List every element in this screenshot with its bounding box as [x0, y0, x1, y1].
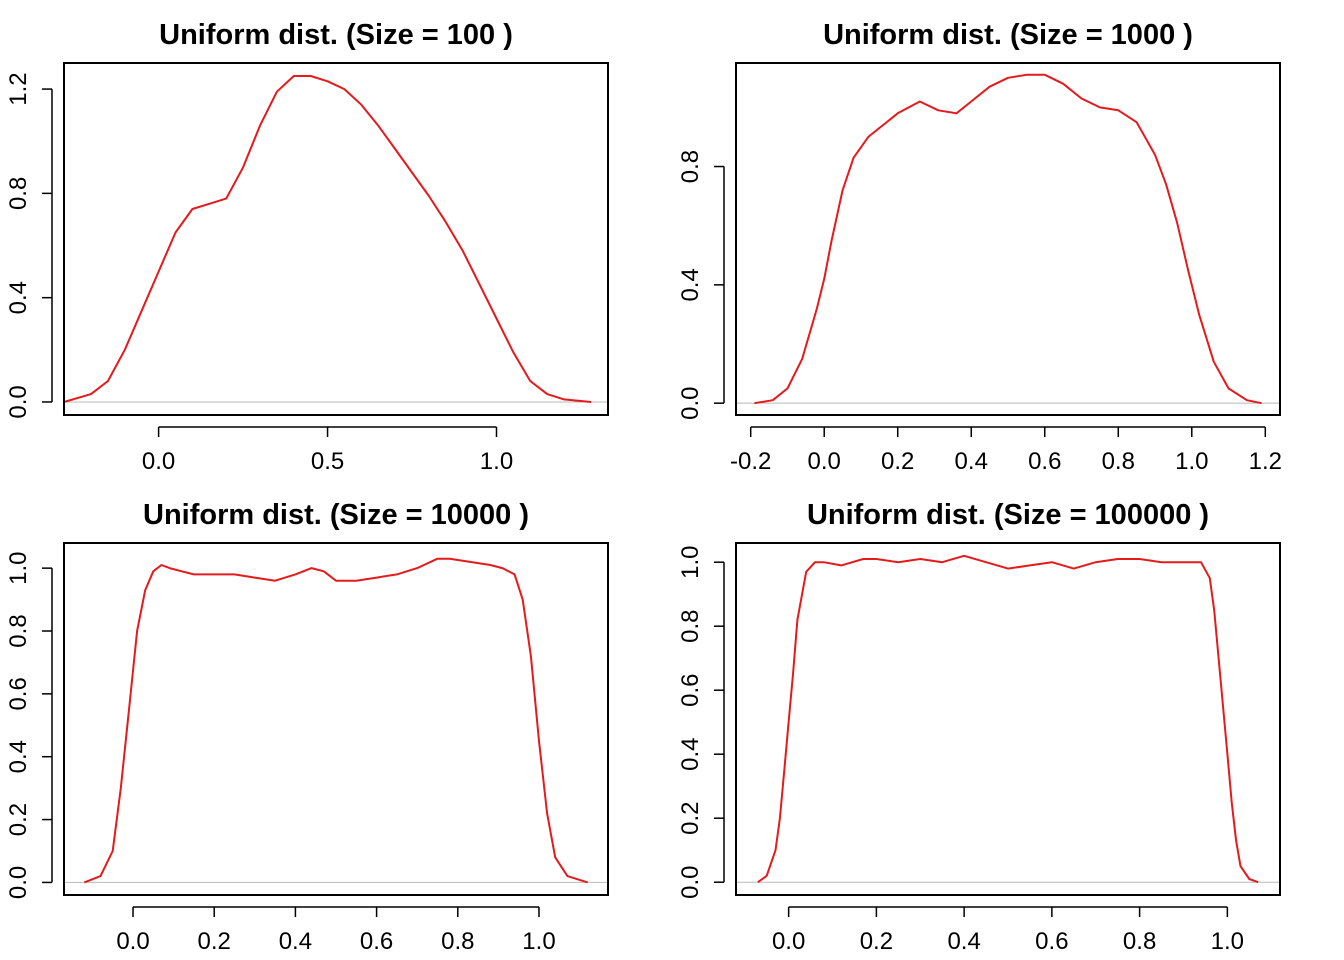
y-tick-label: 0.0 [677, 866, 704, 899]
x-tick-label: 0.6 [1028, 448, 1061, 475]
y-tick-label: 0.2 [677, 802, 704, 835]
panel-size-10000: Uniform dist. (Size = 10000 ) 0.0 0.2 0.4 0.… [5, 499, 609, 955]
plot-frame [63, 542, 609, 896]
x-tick-label: 1.0 [480, 448, 513, 475]
x-tick-label: 0.8 [1123, 928, 1156, 955]
y-tick-label: 0.6 [5, 677, 32, 710]
x-tick-label: 0.8 [1102, 448, 1135, 475]
x-tick-label: 0.2 [860, 928, 893, 955]
y-tick-label: 1.0 [5, 551, 32, 584]
y-tick-label: 0.0 [5, 385, 32, 418]
y-tick-label: 0.4 [677, 738, 704, 771]
x-tick-label: 0.0 [116, 928, 149, 955]
x-tick-label: 1.0 [522, 928, 555, 955]
chart-title: Uniform dist. (Size = 1000 ) [823, 19, 1193, 51]
x-tick-label: 0.4 [279, 928, 312, 955]
chart-title: Uniform dist. (Size = 100 ) [159, 19, 513, 51]
plot-frame [735, 62, 1281, 416]
y-tick-label: 0.8 [5, 177, 32, 210]
x-tick-label: 0.0 [142, 448, 175, 475]
panel-size-100: Uniform dist. (Size = 100 ) 0.0 0.5 1.0 0.0 0… [5, 19, 609, 475]
density-curve [63, 75, 592, 403]
x-tick-label: 0.6 [360, 928, 393, 955]
panel-size-100000: Uniform dist. (Size = 100000 ) 0.0 0.2 0.4 0… [677, 499, 1281, 955]
x-tick-label: 0.4 [947, 928, 980, 955]
y-tick-label: 0.4 [677, 268, 704, 301]
density-curve [754, 73, 1262, 405]
chart-title: Uniform dist. (Size = 100000 ) [807, 499, 1209, 531]
y-tick-label: 0.8 [677, 150, 704, 183]
x-tick-label: 0.6 [1035, 928, 1068, 955]
y-tick-label: 1.0 [677, 546, 704, 579]
y-tick-label: 0.8 [5, 614, 32, 647]
panel-size-1000: Uniform dist. (Size = 1000 ) -0.2 0.0 0.2 0.… [677, 19, 1282, 475]
x-tick-label: 0.5 [311, 448, 344, 475]
y-tick-label: 0.4 [5, 281, 32, 314]
y-tick-label: 0.0 [5, 866, 32, 899]
x-tick-label: 0.0 [772, 928, 805, 955]
x-tick-label: 0.4 [955, 448, 988, 475]
x-tick-label: 0.2 [198, 928, 231, 955]
x-tick-label: 0.2 [881, 448, 914, 475]
y-tick-label: 0.8 [677, 610, 704, 643]
plot-frame [735, 542, 1281, 896]
y-tick-label: 0.2 [5, 803, 32, 836]
x-tick-label: 1.0 [1211, 928, 1244, 955]
density-curve [757, 554, 1259, 884]
density-curve [83, 557, 588, 884]
y-tick-label: 0.6 [677, 674, 704, 707]
y-tick-label: 0.4 [5, 740, 32, 773]
y-tick-label: 0.0 [677, 386, 704, 419]
x-tick-label: -0.2 [730, 448, 771, 475]
chart-title: Uniform dist. (Size = 10000 ) [143, 499, 529, 531]
x-tick-label: 0.0 [808, 448, 841, 475]
plot-frame [63, 62, 609, 416]
x-tick-label: 1.0 [1175, 448, 1208, 475]
x-tick-label: 0.8 [441, 928, 474, 955]
x-tick-label: 1.2 [1249, 448, 1282, 475]
y-tick-label: 1.2 [5, 72, 32, 105]
